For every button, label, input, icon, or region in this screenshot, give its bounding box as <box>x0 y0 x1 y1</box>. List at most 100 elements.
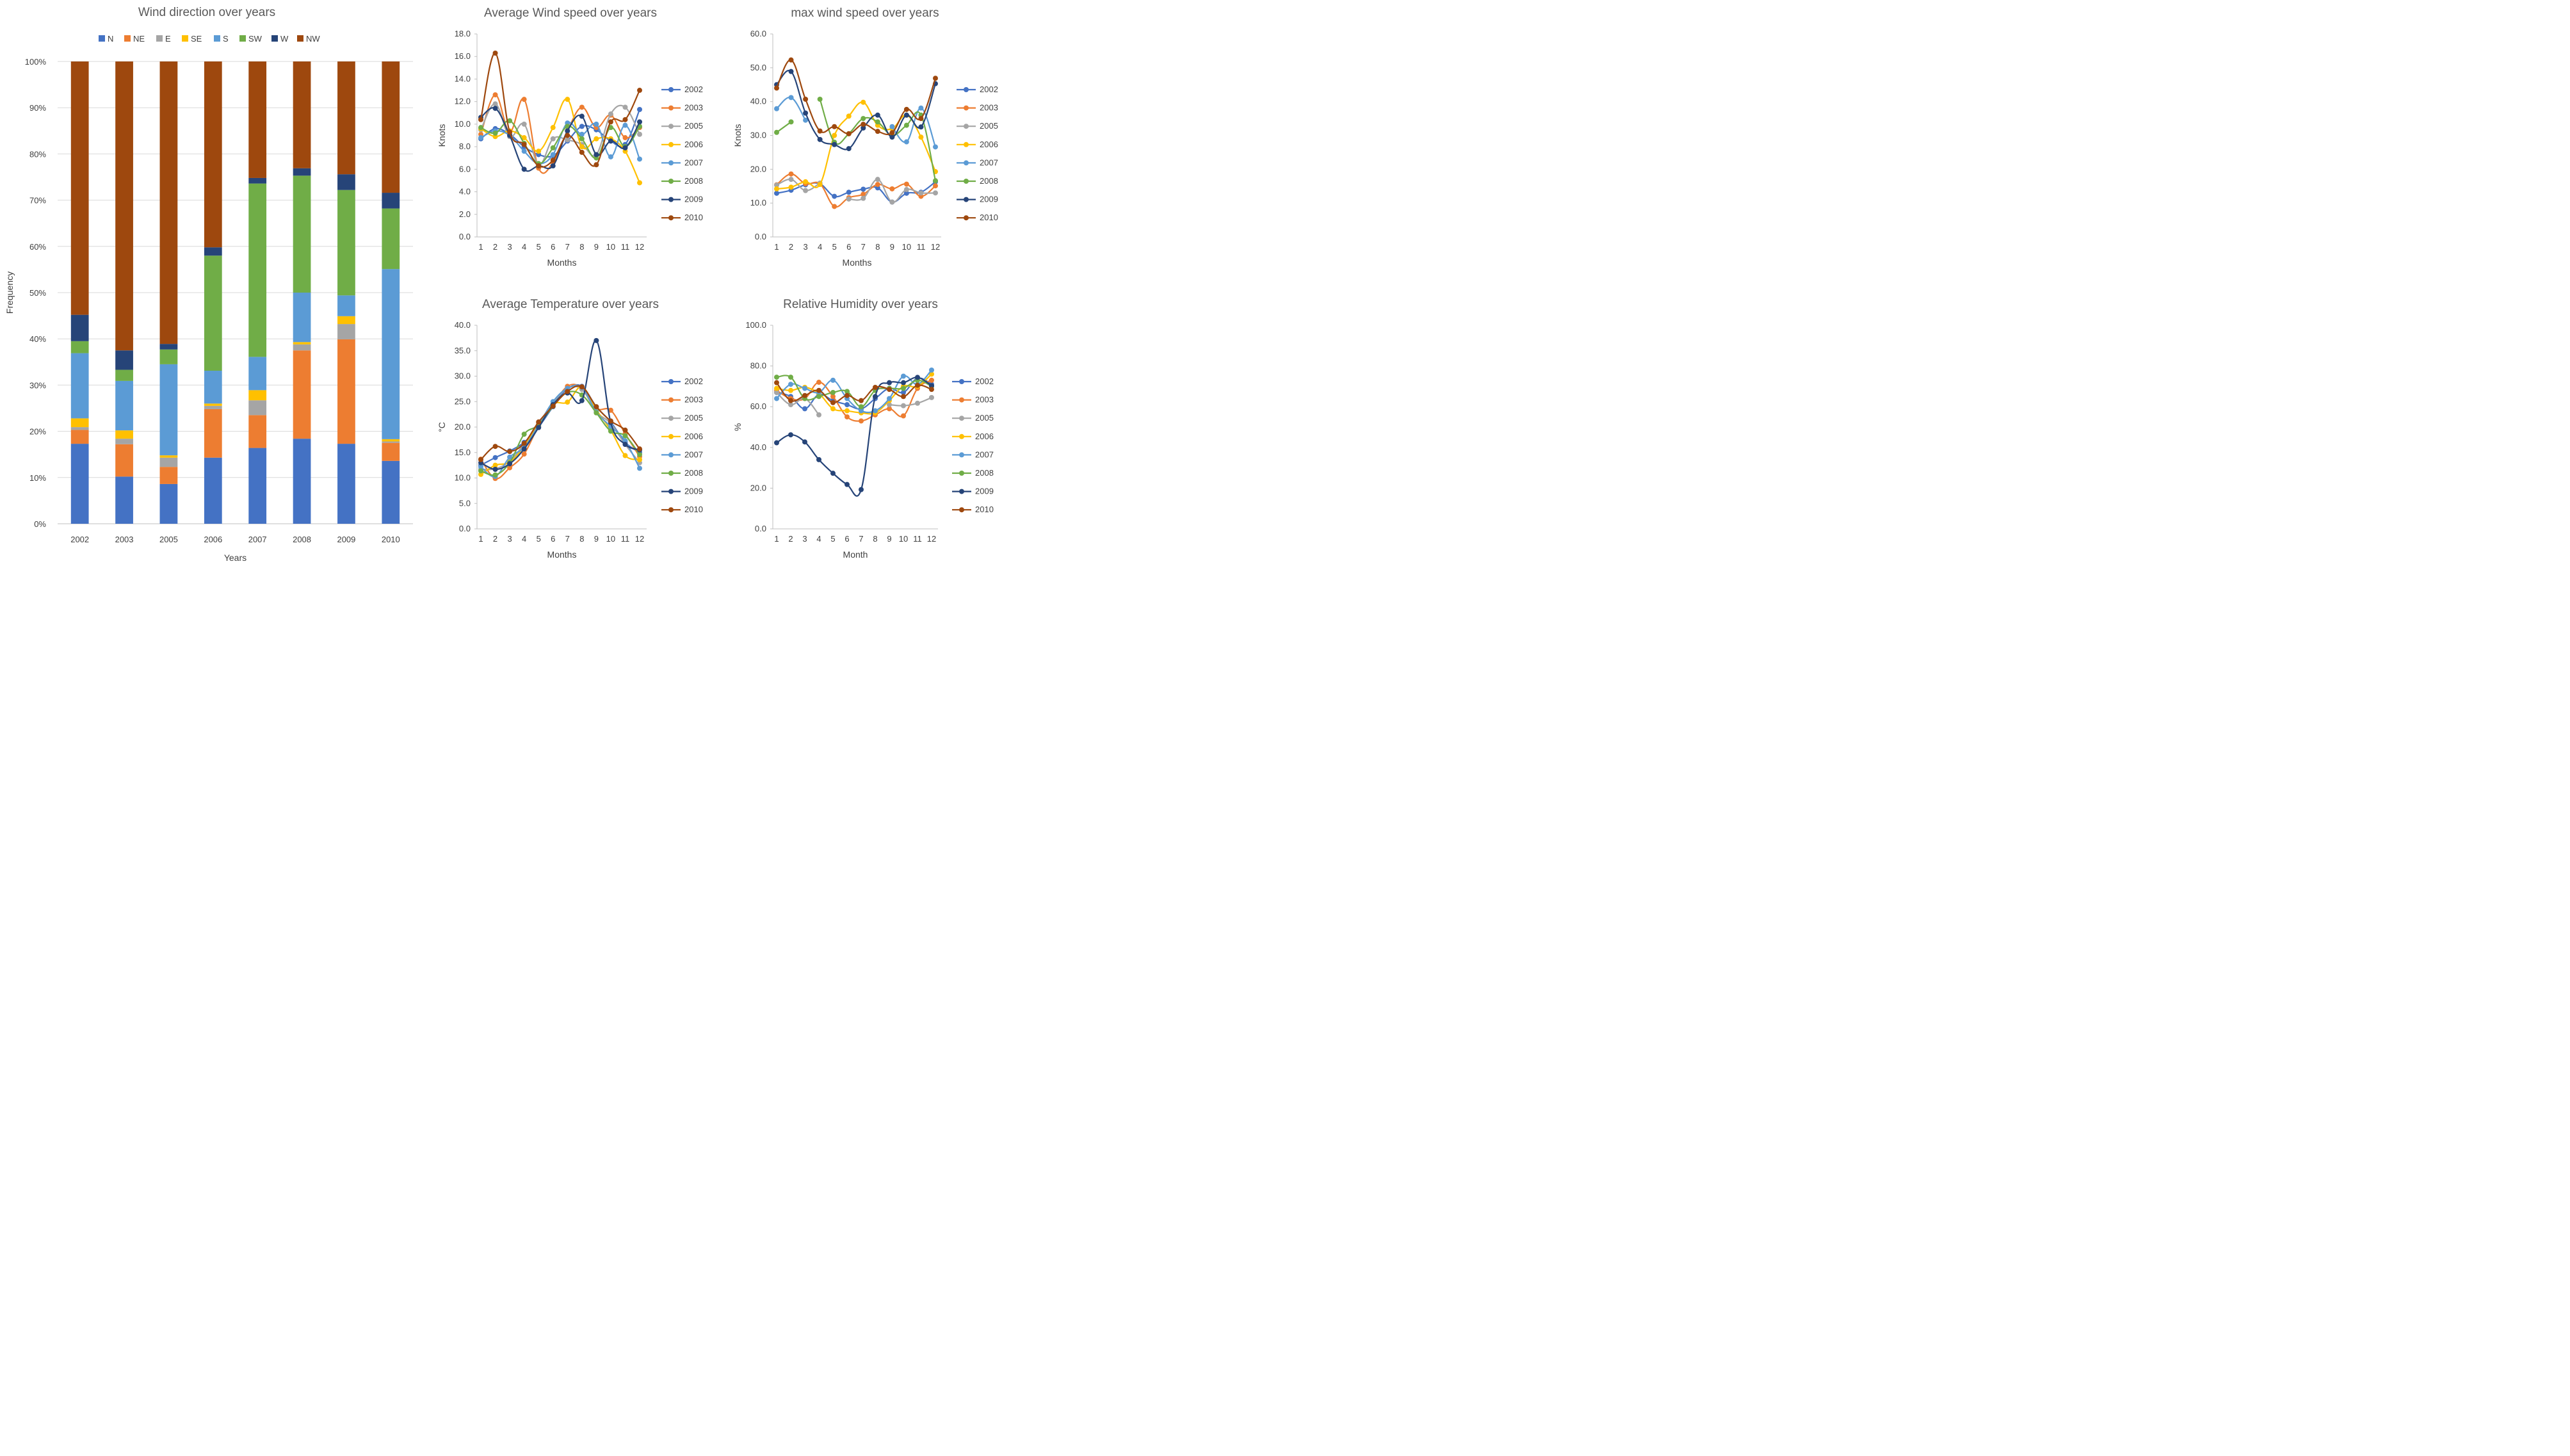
data-point-2005-m10 <box>608 111 613 117</box>
bar-2003-e <box>115 439 133 444</box>
data-point-2009-m10 <box>903 112 909 118</box>
legend-label-2003: 2003 <box>980 103 998 113</box>
data-point-2006-m5 <box>830 406 836 412</box>
x-tick-label: 2005 <box>159 535 178 544</box>
data-point-2005-m11 <box>918 190 924 196</box>
data-point-2002-m1 <box>774 190 779 196</box>
data-point-2003-m2 <box>492 92 498 98</box>
y-axis-label: % <box>732 423 743 431</box>
data-point-2009-m5 <box>830 471 836 476</box>
data-point-2003-m3 <box>507 465 513 471</box>
data-point-2008-m4 <box>817 96 823 102</box>
legend-marker-2008 <box>668 179 674 184</box>
legend-marker-2010 <box>959 507 964 513</box>
bar-2003-w <box>115 350 133 370</box>
data-point-2007-m9 <box>889 124 895 129</box>
legend-marker-2005 <box>964 124 969 129</box>
data-point-2010-m6 <box>845 392 850 398</box>
bar-2005-nw <box>159 61 178 344</box>
data-point-2008-m11 <box>622 433 628 439</box>
bar-2010-e <box>382 441 400 443</box>
legend-swatch-s <box>214 35 220 42</box>
data-point-2009-m9 <box>594 152 599 158</box>
x-tick-label: 3 <box>803 242 807 252</box>
data-point-2010-m9 <box>887 387 892 392</box>
legend: 2002 2003 2005 2006 2007 2008 2009 2010 <box>661 85 703 222</box>
bar-2010-n <box>382 460 400 524</box>
bar-2010-nw <box>382 61 400 193</box>
bar-2002-nw <box>70 61 89 315</box>
x-tick-label: 5 <box>832 242 837 252</box>
legend-label-ne: NE <box>133 34 145 44</box>
data-point-2002-m6 <box>845 402 850 408</box>
x-tick-label: 12 <box>927 534 936 544</box>
x-tick-label: 3 <box>507 242 512 252</box>
legend-label-2003: 2003 <box>684 103 703 113</box>
data-point-2002-m12 <box>637 106 642 112</box>
legend-swatch-se <box>182 35 188 42</box>
y-axis-label: °C <box>437 422 447 432</box>
data-point-2008-m1 <box>774 129 779 135</box>
legend-label-n: N <box>108 34 113 44</box>
bar-2007-e <box>248 400 267 416</box>
data-point-2010-m8 <box>579 384 585 390</box>
data-point-2009-m4 <box>816 457 821 462</box>
y-tick-label: 0.0 <box>755 232 766 241</box>
data-point-2008-m9 <box>594 410 599 416</box>
data-point-2006-m6 <box>846 113 852 119</box>
data-point-2010-m3 <box>507 129 513 135</box>
bar-2003-se <box>115 430 133 439</box>
data-point-2003-m5 <box>832 204 837 209</box>
legend-marker-2003 <box>668 397 674 403</box>
data-point-2010-m1 <box>478 457 483 462</box>
data-point-2009-m3 <box>803 110 809 116</box>
bar-2006-e <box>204 405 222 409</box>
legend-label-2009: 2009 <box>975 487 994 496</box>
x-tick-label: 4 <box>818 242 822 252</box>
legend-marker-2002 <box>964 87 969 92</box>
data-point-2008-m5 <box>830 389 836 395</box>
data-point-2006-m7 <box>565 97 570 102</box>
data-point-2009-m7 <box>861 125 866 131</box>
data-point-2010-m1 <box>478 117 483 122</box>
data-point-2007-m6 <box>550 152 556 158</box>
data-point-2009-m11 <box>915 375 920 380</box>
series-2007 <box>774 95 938 150</box>
data-point-2008-m10 <box>901 385 906 391</box>
data-point-2008-m4 <box>816 394 821 400</box>
bar-2005-sw <box>159 349 178 364</box>
data-point-2002-m7 <box>861 186 866 192</box>
data-point-2010-m5 <box>830 400 836 405</box>
y-tick-label: 35.0 <box>455 346 471 355</box>
legend-label-2002: 2002 <box>980 85 998 94</box>
bar-2007-se <box>248 390 267 401</box>
x-tick-label: 7 <box>859 534 863 544</box>
data-point-2003-m11 <box>622 135 628 141</box>
data-point-2003-m10 <box>608 407 613 413</box>
legend-marker-2003 <box>668 105 674 111</box>
series-line-2007 <box>891 107 937 147</box>
legend-marker-2010 <box>964 215 969 221</box>
bar-2009-e <box>337 324 355 339</box>
x-tick-label: 3 <box>802 534 807 544</box>
x-tick-label: 1 <box>478 242 483 252</box>
data-point-2009-m4 <box>817 136 823 142</box>
data-point-2009-m6 <box>845 481 850 487</box>
y-tick-label: 10% <box>29 473 46 483</box>
data-point-2009-m5 <box>536 425 542 430</box>
y-tick-label: 5.0 <box>459 498 471 508</box>
legend-label-2006: 2006 <box>980 140 998 149</box>
data-point-2010-m4 <box>521 142 527 147</box>
bar-2007-n <box>248 448 267 524</box>
figure-background <box>0 0 1001 568</box>
legend-label-2009: 2009 <box>684 487 703 496</box>
data-point-2007-m1 <box>478 464 483 470</box>
bar-2003-s <box>115 380 133 431</box>
legend-label-2008: 2008 <box>684 468 703 478</box>
y-tick-label: 20% <box>29 427 46 437</box>
x-tick-label: 5 <box>537 534 541 544</box>
legend-marker-2003 <box>959 397 964 403</box>
x-axis-label: Month <box>843 549 868 560</box>
legend-marker-2007 <box>668 160 674 166</box>
legend-label-2005: 2005 <box>684 121 703 131</box>
